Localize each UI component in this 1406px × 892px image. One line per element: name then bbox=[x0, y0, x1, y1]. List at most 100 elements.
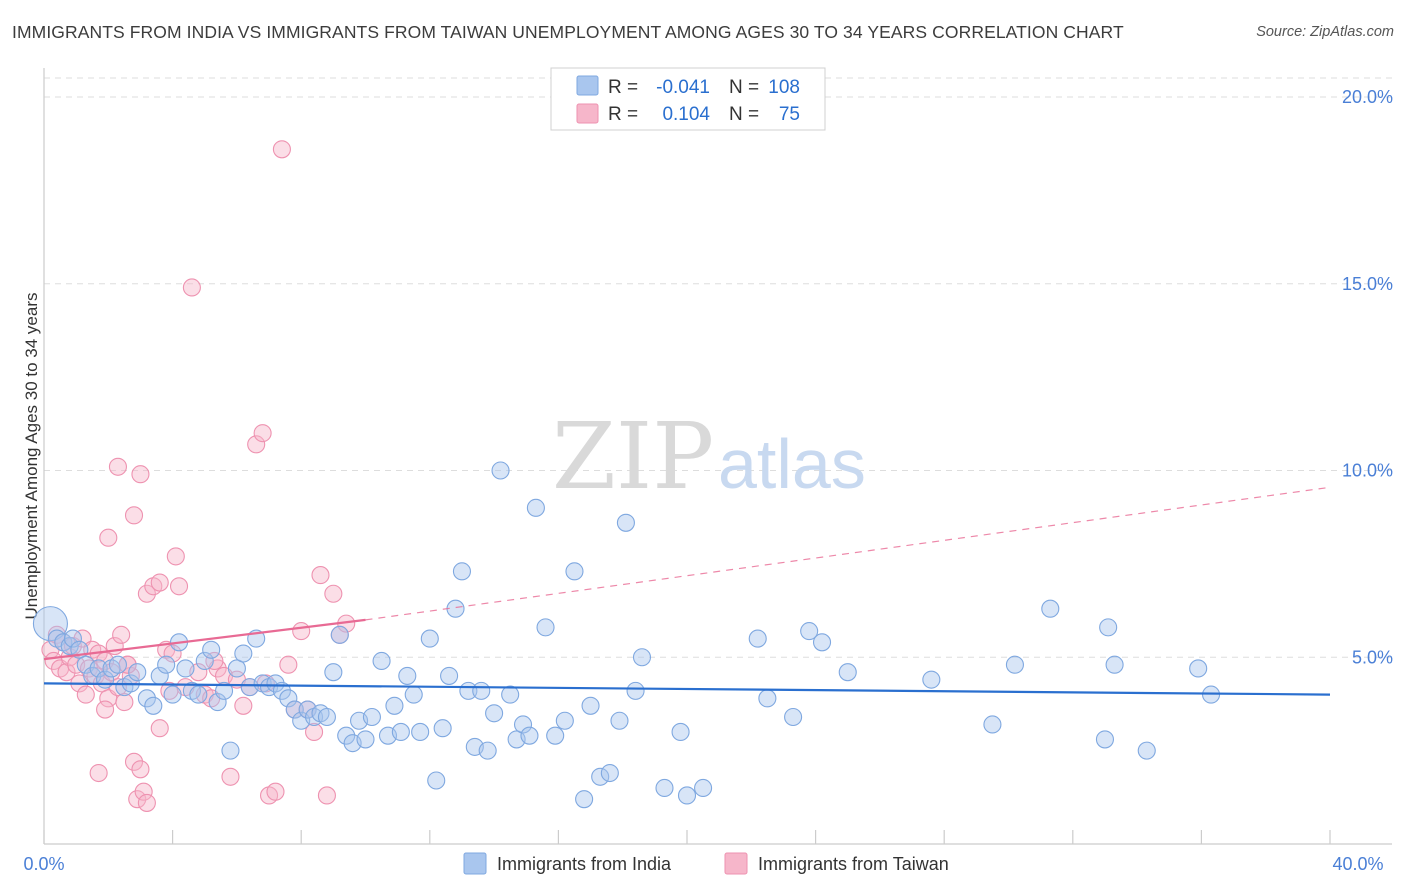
x-tick-label-max: 40.0% bbox=[1332, 854, 1383, 874]
taiwan-point bbox=[247, 435, 266, 454]
legend-india-swatch bbox=[576, 75, 599, 96]
india-point bbox=[163, 685, 182, 704]
india-point bbox=[202, 640, 221, 659]
india-point bbox=[632, 648, 652, 667]
taiwan-points bbox=[41, 140, 356, 812]
taiwan-point bbox=[253, 424, 272, 443]
taiwan-point bbox=[131, 465, 150, 484]
legend-india-r-label: R = bbox=[608, 77, 638, 98]
india-point bbox=[176, 659, 195, 678]
taiwan-point bbox=[311, 566, 330, 585]
india-point bbox=[694, 778, 713, 798]
india-point bbox=[452, 562, 472, 581]
legend-bottom-india-swatch bbox=[463, 852, 487, 875]
india-point bbox=[838, 663, 857, 682]
india-point bbox=[546, 726, 565, 745]
india-point bbox=[144, 696, 163, 715]
india-point bbox=[32, 606, 68, 642]
india-point bbox=[491, 461, 510, 480]
india-point bbox=[671, 722, 690, 742]
india-point bbox=[758, 689, 777, 708]
watermark-zip: ZIP bbox=[552, 403, 714, 510]
india-point bbox=[472, 681, 491, 700]
taiwan-point bbox=[76, 685, 95, 704]
india-point bbox=[526, 498, 545, 517]
legend-taiwan-swatch bbox=[576, 103, 599, 124]
india-point bbox=[485, 704, 504, 723]
india-point bbox=[227, 659, 246, 678]
legend-india-n-value: 108 bbox=[768, 77, 800, 98]
india-point bbox=[337, 726, 356, 745]
taiwan-point bbox=[324, 584, 343, 603]
legend-taiwan-n-label: N = bbox=[729, 104, 759, 125]
taiwan-point bbox=[205, 651, 224, 671]
india-point bbox=[626, 681, 645, 700]
taiwan-point bbox=[57, 663, 76, 682]
india-point bbox=[1189, 659, 1208, 678]
taiwan-point bbox=[99, 528, 118, 547]
legend-taiwan-n-value: 75 bbox=[779, 104, 800, 125]
taiwan-point bbox=[182, 278, 201, 297]
india-point bbox=[221, 741, 240, 760]
india-point bbox=[427, 771, 446, 790]
india-point bbox=[420, 629, 439, 648]
india-point bbox=[234, 644, 253, 663]
taiwan-point bbox=[112, 625, 131, 644]
taiwan-point bbox=[292, 622, 311, 641]
india-point bbox=[433, 719, 452, 738]
y-tick-label: 5.0% bbox=[1352, 647, 1393, 667]
legend-bottom-taiwan-label: Immigrants from Taiwan bbox=[758, 854, 949, 874]
india-point bbox=[610, 711, 629, 730]
india-point bbox=[748, 629, 767, 648]
taiwan-point bbox=[131, 760, 150, 779]
taiwan-point bbox=[89, 763, 108, 783]
india-point bbox=[1137, 741, 1156, 760]
india-point bbox=[520, 726, 539, 745]
india-point bbox=[356, 730, 375, 749]
legend-india-r-value: -0.041 bbox=[656, 77, 710, 98]
taiwan-point bbox=[163, 644, 182, 663]
india-point bbox=[137, 689, 156, 708]
india-point bbox=[513, 715, 533, 734]
y-tick-label: 15.0% bbox=[1342, 274, 1393, 294]
india-point bbox=[784, 707, 803, 727]
india-point bbox=[922, 670, 941, 689]
india-point bbox=[317, 707, 336, 727]
india-point bbox=[391, 722, 410, 742]
legend-taiwan-r-label: R = bbox=[608, 104, 638, 125]
taiwan-point bbox=[166, 547, 185, 566]
india-point bbox=[411, 722, 430, 742]
india-point bbox=[285, 700, 304, 719]
india-point bbox=[1095, 730, 1114, 749]
india-point bbox=[501, 685, 520, 704]
india-trend-line bbox=[43, 682, 1331, 696]
taiwan-point bbox=[234, 696, 253, 715]
india-point bbox=[555, 711, 574, 730]
india-point bbox=[800, 622, 819, 641]
india-point bbox=[189, 685, 208, 704]
legend-series: Immigrants from India Immigrants from Ta… bbox=[463, 852, 949, 875]
india-point bbox=[1105, 655, 1124, 674]
taiwan-point bbox=[124, 506, 144, 525]
taiwan-point bbox=[124, 752, 144, 771]
legend-india-n-label: N = bbox=[729, 77, 759, 98]
india-point bbox=[208, 693, 227, 712]
india-point bbox=[330, 625, 349, 644]
india-point bbox=[1099, 618, 1118, 637]
taiwan-point bbox=[279, 655, 298, 674]
india-point bbox=[616, 513, 635, 532]
taiwan-point bbox=[221, 767, 240, 786]
taiwan-point bbox=[115, 693, 134, 712]
india-point bbox=[404, 685, 423, 704]
taiwan-point bbox=[128, 790, 147, 809]
y-tick-label: 20.0% bbox=[1342, 87, 1393, 107]
taiwan-point bbox=[137, 793, 156, 812]
india-point bbox=[63, 629, 82, 648]
india-point bbox=[372, 651, 391, 671]
chart-title: IMMIGRANTS FROM INDIA VS IMMIGRANTS FROM… bbox=[12, 22, 1124, 42]
x-ticks bbox=[43, 830, 1331, 844]
india-point bbox=[89, 659, 108, 678]
legend-bottom-india-label: Immigrants from India bbox=[497, 854, 672, 874]
trend-lines bbox=[43, 486, 1331, 696]
